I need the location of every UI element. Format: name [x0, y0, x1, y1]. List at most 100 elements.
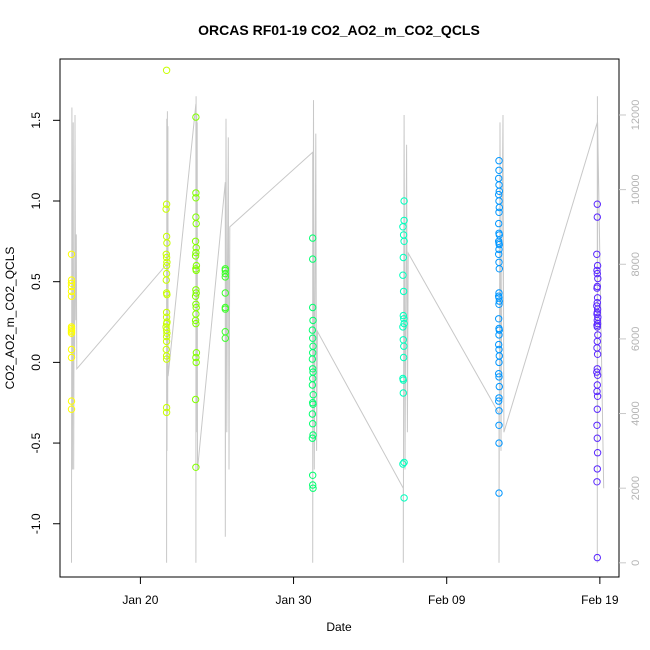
data-point: [400, 342, 408, 350]
data-point: [495, 397, 503, 405]
data-point: [162, 408, 171, 417]
data-point: [400, 197, 408, 205]
data-point: [162, 250, 171, 259]
data-point: [495, 300, 503, 308]
data-point: [67, 405, 76, 413]
data-point: [309, 334, 317, 342]
x-tick-label: Jan 20: [122, 593, 158, 607]
data-point: [495, 240, 503, 249]
data-point: [162, 276, 171, 284]
data-point: [495, 394, 503, 402]
data-point: [67, 329, 76, 337]
data-point: [162, 403, 171, 412]
data-point: [399, 223, 407, 231]
data-point: [400, 237, 408, 246]
y2-tick-label: 2000: [630, 476, 642, 500]
data-point: [495, 331, 503, 339]
data-point: [192, 319, 200, 328]
data-point: [192, 261, 201, 270]
x-tick-label: Feb 09: [428, 593, 466, 607]
data-point: [495, 208, 503, 217]
data-point: [593, 294, 602, 302]
data-point: [593, 269, 601, 278]
data-point: [593, 434, 601, 442]
data-point: [495, 421, 503, 429]
data-point: [495, 181, 503, 189]
data-point: [399, 311, 407, 320]
data-point: [163, 239, 171, 247]
data-point: [594, 274, 602, 283]
data-point: [309, 316, 317, 325]
secondary-y-axis: 0 2000 4000 6000 8000 10000 12000: [619, 100, 642, 566]
data-point: [162, 261, 171, 270]
data-point: [495, 187, 503, 196]
data-point: [495, 297, 503, 305]
data-point: [308, 326, 317, 334]
data-point: [192, 189, 200, 197]
data-point: [192, 289, 200, 297]
data-point: [308, 434, 317, 442]
series: [162, 66, 171, 417]
data-point: [163, 290, 171, 299]
data-point: [495, 258, 503, 266]
series: [593, 200, 602, 562]
series: [399, 197, 408, 502]
y2-tick-label: 12000: [630, 100, 642, 131]
data-point: [400, 494, 408, 502]
data-point: [67, 345, 76, 354]
data-point: [593, 405, 601, 413]
data-point: [593, 553, 601, 562]
data-point: [593, 371, 602, 379]
data-point: [495, 373, 503, 381]
data-point: [495, 370, 503, 378]
data-point: [400, 315, 408, 323]
y-axis-label: CO2_AO2_m_CO2_QCLS: [3, 247, 17, 390]
data-point: [192, 463, 200, 471]
data-point: [309, 471, 317, 479]
data-point: [162, 308, 171, 317]
x-tick-label: Jan 30: [276, 593, 312, 607]
data-point: [593, 284, 601, 292]
data-point: [593, 323, 601, 331]
data-point: [399, 389, 407, 397]
data-point: [309, 391, 317, 399]
data-point: [593, 261, 602, 270]
data-point: [309, 303, 317, 312]
data-point: [309, 484, 317, 492]
series: [308, 234, 317, 492]
data-point: [308, 410, 317, 418]
data-point: [400, 319, 408, 328]
data-point: [162, 352, 171, 360]
data-point: [399, 376, 407, 384]
data-point: [309, 420, 317, 428]
data-point: [163, 329, 171, 337]
data-point: [309, 365, 317, 373]
data-point: [593, 465, 601, 473]
series: [67, 250, 76, 413]
data-point: [399, 460, 407, 468]
data-point: [308, 381, 317, 389]
series: [221, 265, 230, 342]
series: [495, 157, 503, 497]
data-point: [221, 273, 230, 281]
data-point: [495, 197, 503, 205]
data-point: [593, 200, 601, 208]
y2-tick-label: 4000: [630, 401, 642, 425]
data-point: [162, 355, 171, 363]
data-point: [191, 292, 200, 300]
data-point: [399, 271, 407, 279]
data-point: [399, 253, 407, 262]
data-point: [67, 397, 76, 405]
data-point: [495, 166, 503, 175]
data-point: [163, 258, 171, 266]
data-point: [399, 353, 408, 362]
y-tick-label: 1.5: [29, 112, 43, 129]
data-point: [221, 269, 230, 278]
y-tick-label: 1.0: [29, 192, 43, 209]
data-point: [495, 157, 503, 165]
altitude-line-layer: [71, 96, 605, 563]
data-point: [67, 292, 76, 300]
data-point: [495, 174, 503, 183]
y-tick-label: -0.5: [29, 432, 43, 453]
